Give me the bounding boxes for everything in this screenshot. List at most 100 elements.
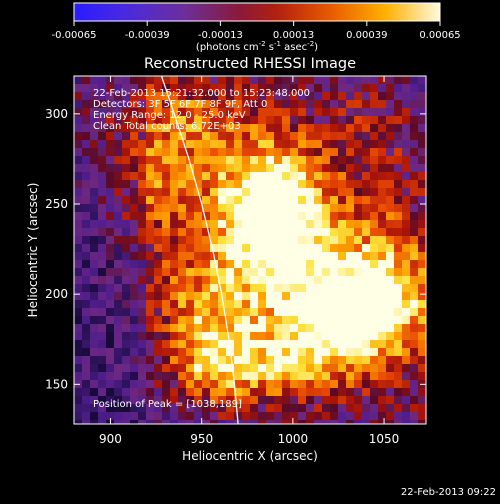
- heatmap-cell: [322, 164, 331, 173]
- heatmap-cell: [306, 212, 315, 221]
- heatmap-cell: [290, 156, 299, 165]
- heatmap-cell: [178, 76, 187, 85]
- heatmap-cell: [170, 420, 179, 424]
- heatmap-cell: [346, 292, 355, 301]
- heatmap-cell: [130, 236, 139, 245]
- heatmap-cell: [362, 292, 371, 301]
- heatmap-cell: [298, 228, 307, 237]
- heatmap-cell: [370, 356, 379, 365]
- heatmap-cell: [90, 300, 99, 309]
- heatmap-cell: [122, 356, 131, 365]
- colorbar-tick-label: -0.00013: [198, 30, 243, 41]
- heatmap-cell: [378, 340, 387, 349]
- heatmap-cell: [218, 244, 227, 253]
- heatmap-cell: [314, 140, 323, 149]
- heatmap-cell: [90, 116, 99, 125]
- heatmap-cell: [154, 324, 163, 333]
- heatmap-cell: [354, 324, 363, 333]
- heatmap-cell: [378, 84, 387, 93]
- heatmap-cell: [146, 412, 155, 421]
- heatmap-cell: [314, 420, 323, 424]
- heatmap-cell: [346, 276, 355, 285]
- heatmap-cell: [210, 260, 219, 269]
- heatmap-cell: [146, 388, 155, 397]
- heatmap-cell: [242, 236, 251, 245]
- heatmap-cell: [410, 132, 419, 141]
- heatmap-cell: [130, 196, 139, 205]
- heatmap-cell: [98, 252, 107, 261]
- heatmap-cell: [274, 364, 283, 373]
- heatmap-cell: [226, 132, 235, 141]
- heatmap-cell: [298, 236, 307, 245]
- heatmap-cell: [130, 396, 139, 405]
- heatmap-cell: [306, 292, 315, 301]
- heatmap-cell: [330, 92, 339, 101]
- heatmap-cell: [282, 84, 291, 93]
- heatmap-cell: [130, 292, 139, 301]
- heatmap-cell: [258, 84, 267, 93]
- heatmap-cell: [186, 380, 195, 389]
- heatmap-cell: [258, 116, 267, 125]
- heatmap-cell: [418, 196, 426, 205]
- heatmap-cell: [122, 228, 131, 237]
- heatmap-cell: [322, 124, 331, 133]
- heatmap-cell: [274, 388, 283, 397]
- heatmap-cell: [218, 388, 227, 397]
- heatmap-cell: [186, 228, 195, 237]
- heatmap-cell: [410, 188, 419, 197]
- heatmap-cell: [242, 292, 251, 301]
- heatmap-cell: [170, 132, 179, 141]
- heatmap-cell: [90, 252, 99, 261]
- heatmap-cell: [402, 180, 411, 189]
- heatmap-cell: [82, 212, 91, 221]
- heatmap-cell: [266, 132, 275, 141]
- heatmap-cell: [226, 164, 235, 173]
- heatmap-cell: [154, 84, 163, 93]
- heatmap-cell: [106, 124, 115, 133]
- heatmap-cell: [402, 132, 411, 141]
- heatmap-cell: [370, 276, 379, 285]
- heatmap-cell: [298, 380, 307, 389]
- heatmap-cell: [74, 84, 83, 93]
- heatmap-cell: [218, 204, 227, 213]
- heatmap-cell: [370, 236, 379, 245]
- heatmap-cell: [170, 92, 179, 101]
- heatmap-cell: [258, 140, 267, 149]
- heatmap-cell: [226, 244, 235, 253]
- heatmap-cell: [98, 124, 107, 133]
- heatmap-cell: [90, 340, 99, 349]
- heatmap-cell: [178, 260, 187, 269]
- heatmap-cell: [154, 132, 163, 141]
- heatmap-cell: [266, 332, 275, 341]
- heatmap-cell: [74, 228, 83, 237]
- heatmap-cell: [290, 220, 299, 229]
- heatmap-cell: [378, 364, 387, 373]
- heatmap-cell: [138, 156, 147, 165]
- heatmap-cell: [362, 124, 371, 133]
- heatmap-cell: [130, 188, 139, 197]
- heatmap-cell: [258, 196, 267, 205]
- heatmap-cell: [282, 300, 291, 309]
- heatmap-cell: [298, 260, 307, 269]
- heatmap-cell: [194, 84, 203, 93]
- heatmap-cell: [210, 284, 219, 293]
- heatmap-cell: [394, 172, 403, 181]
- heatmap-cell: [362, 244, 371, 253]
- heatmap-cell: [170, 388, 179, 397]
- heatmap-cell: [242, 148, 251, 157]
- heatmap-cell: [386, 164, 395, 173]
- heatmap-cell: [162, 388, 171, 397]
- heatmap-cell: [258, 212, 267, 221]
- heatmap-cell: [338, 124, 347, 133]
- heatmap-cell: [330, 300, 339, 309]
- heatmap-cell: [186, 348, 195, 357]
- heatmap-cell: [322, 156, 331, 165]
- heatmap-cell: [338, 164, 347, 173]
- heatmap-cell: [314, 284, 323, 293]
- heatmap-cell: [170, 396, 179, 405]
- heatmap-cell: [162, 412, 171, 421]
- heatmap-cell: [266, 196, 275, 205]
- heatmap-cell: [314, 124, 323, 133]
- heatmap-cell: [258, 364, 267, 373]
- heatmap-cell: [194, 316, 203, 325]
